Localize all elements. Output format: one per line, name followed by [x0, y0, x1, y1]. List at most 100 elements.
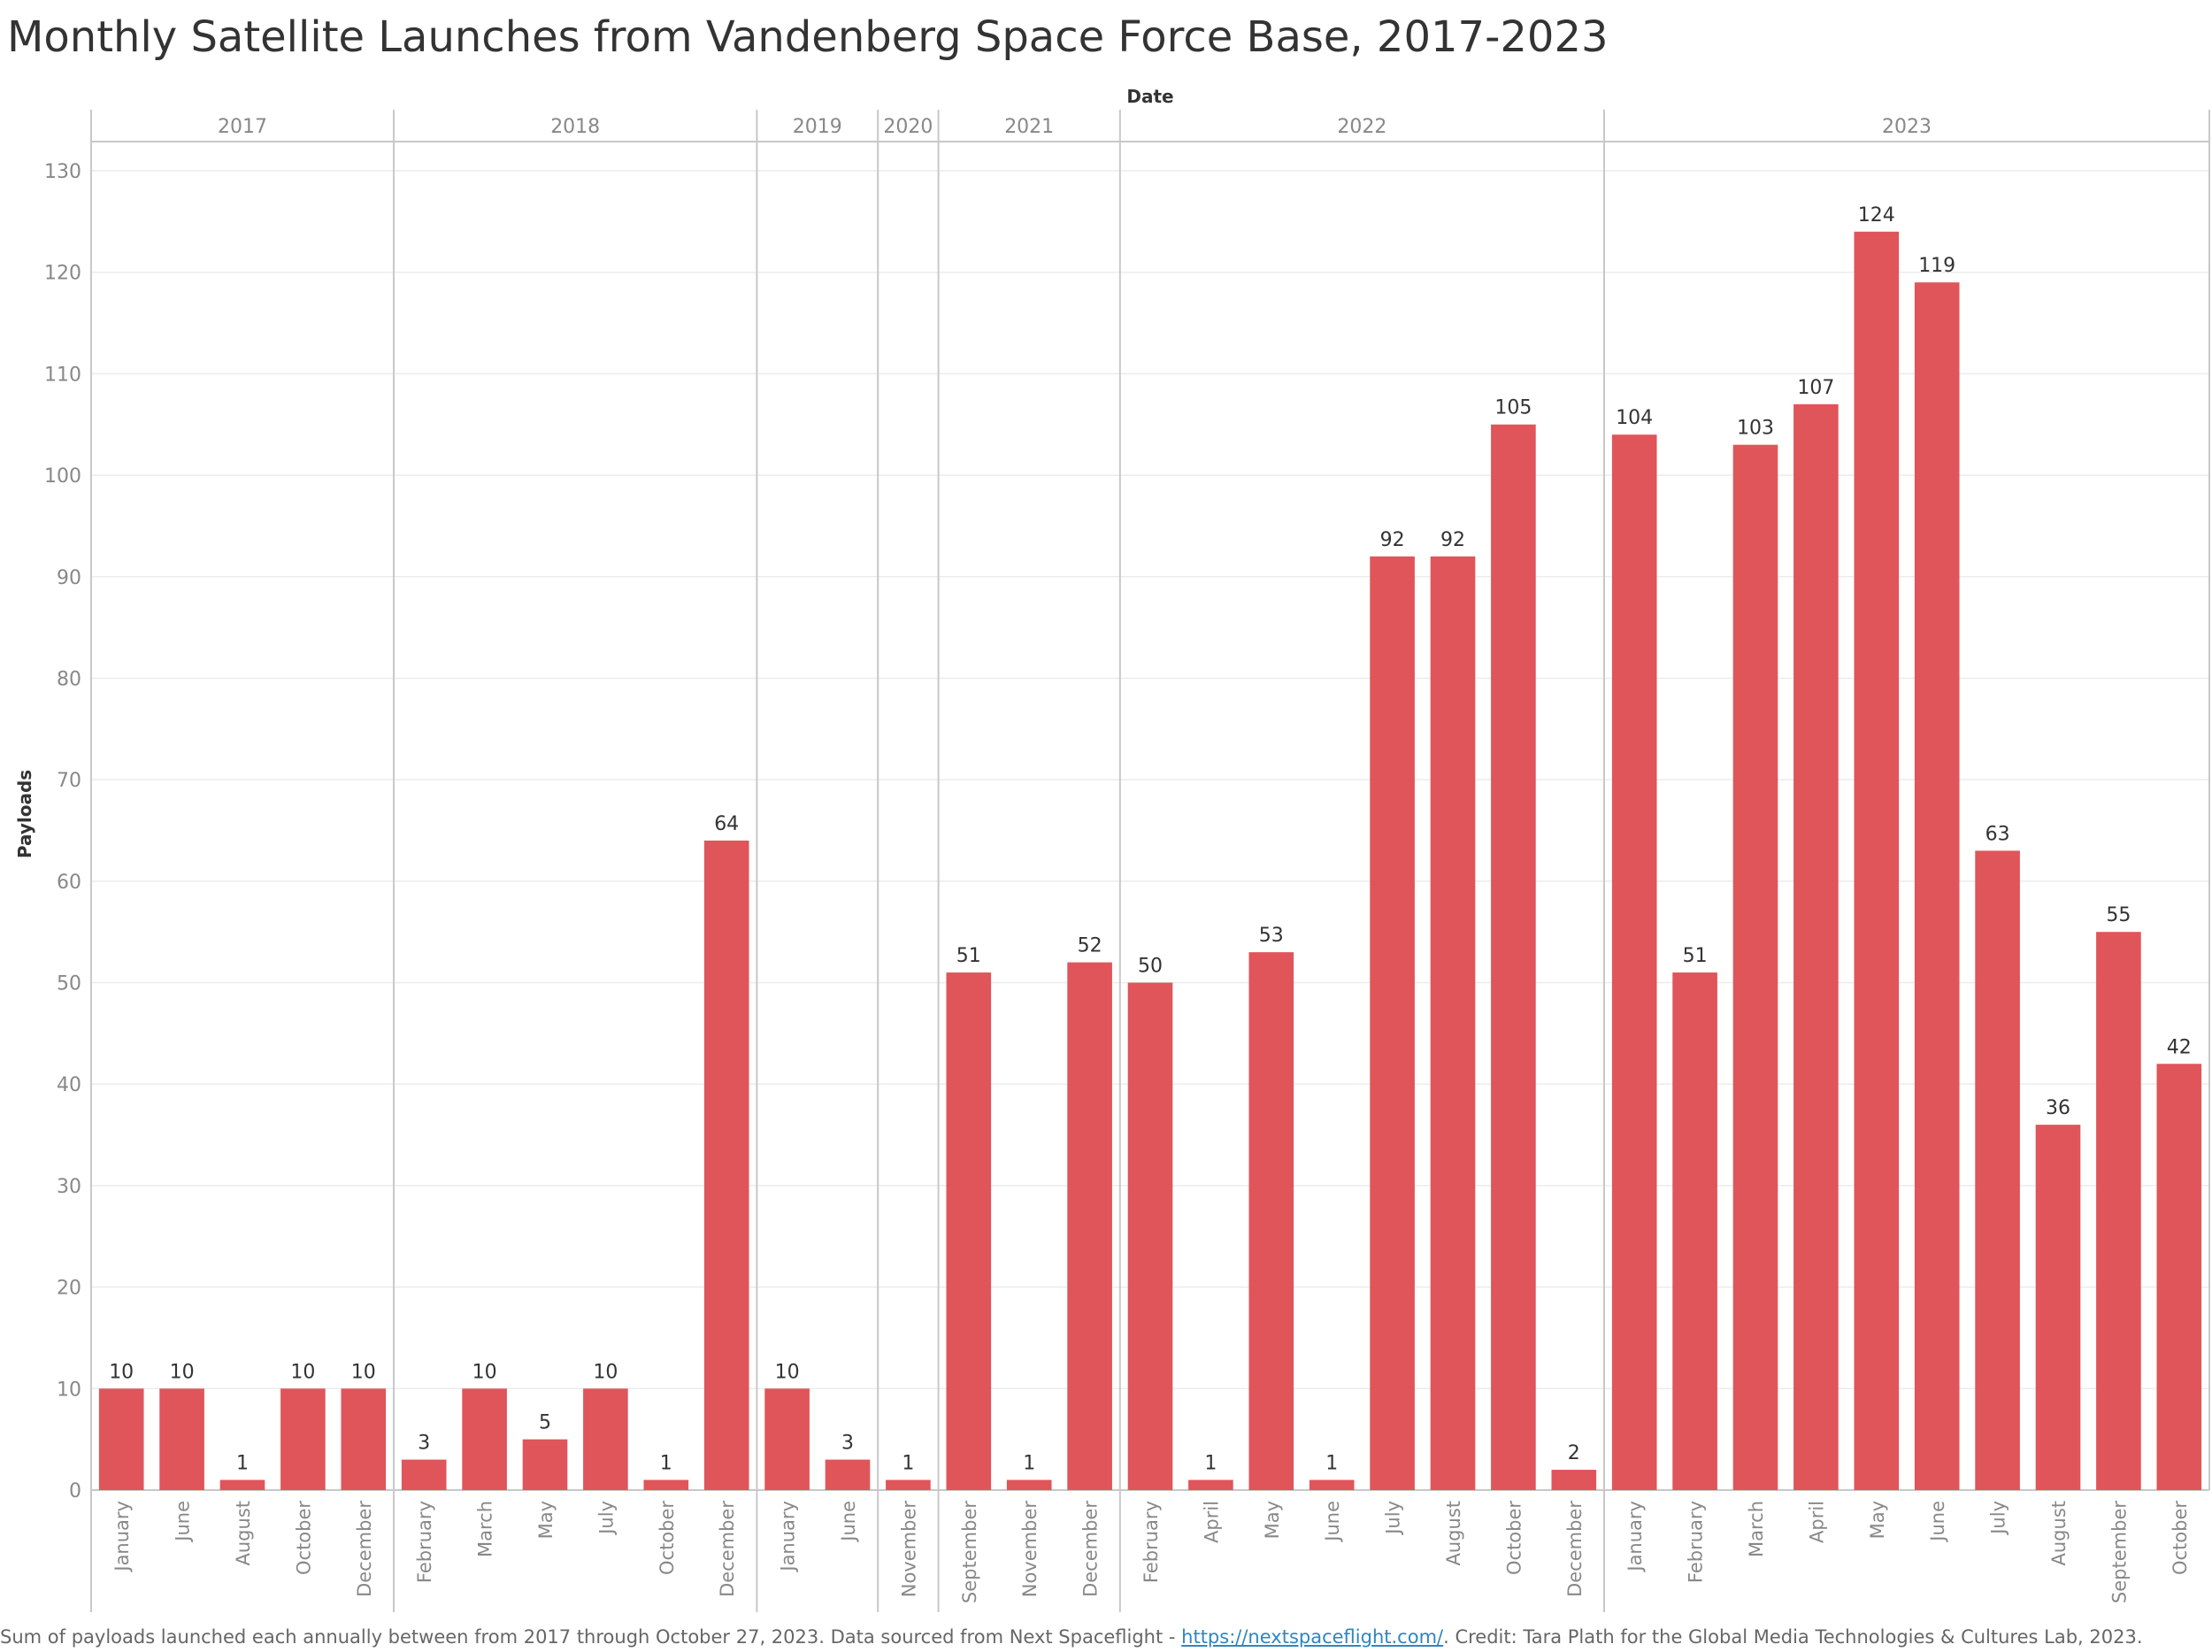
bar	[341, 1388, 387, 1490]
bars	[98, 231, 2202, 1491]
bar	[98, 1388, 144, 1490]
data-label: 10	[351, 1361, 376, 1383]
x-tick-label: May	[1262, 1501, 1283, 1539]
bar	[1491, 424, 1536, 1491]
x-tick-label: July	[1383, 1501, 1404, 1536]
x-tick-label: October	[1503, 1501, 1525, 1575]
bar	[1854, 231, 1900, 1490]
x-tick-label: March	[475, 1501, 496, 1557]
data-label: 1	[660, 1453, 672, 1475]
year-label: 2018	[550, 116, 600, 138]
data-label: 1	[1023, 1453, 1035, 1475]
x-tick-label: January	[1624, 1501, 1646, 1573]
bar	[2156, 1064, 2202, 1490]
bar	[1793, 403, 1839, 1491]
year-label: 2023	[1882, 116, 1932, 138]
data-label: 3	[841, 1433, 854, 1455]
year-label: 2020	[883, 116, 933, 138]
year-label: 2019	[793, 116, 842, 138]
x-tick-label: November	[1019, 1501, 1041, 1598]
y-tick-label: 80	[57, 668, 81, 690]
y-tick-label: 20	[57, 1278, 81, 1300]
bar	[159, 1388, 204, 1490]
x-tick-label: October	[293, 1501, 314, 1575]
x-tick-label: November	[898, 1501, 919, 1598]
bar	[401, 1459, 447, 1490]
data-label: 10	[775, 1361, 800, 1383]
data-label: 42	[2167, 1036, 2192, 1058]
data-label: 10	[290, 1361, 315, 1383]
x-tick-label: January	[778, 1501, 799, 1573]
data-label: 92	[1380, 529, 1405, 551]
data-label: 124	[1858, 204, 1895, 227]
bar	[1975, 850, 2020, 1490]
x-axis-title: Date	[1126, 86, 1173, 107]
x-axis-ticks: January June August October December February…	[111, 1501, 2191, 1603]
year-label: 2021	[1004, 116, 1054, 138]
x-tick-label: December	[1080, 1501, 1102, 1597]
bar	[1248, 952, 1294, 1490]
data-label: 51	[1683, 945, 1708, 967]
footer-text: Sum of payloads launched each annually b…	[0, 1626, 1182, 1648]
bar	[1006, 1479, 1052, 1490]
data-label: 53	[1259, 925, 1284, 947]
x-tick-label: December	[1564, 1501, 1586, 1597]
x-tick-label: July	[1988, 1501, 2009, 1536]
bar	[522, 1439, 568, 1490]
x-tick-label: August	[1443, 1501, 1464, 1566]
x-tick-label: August	[2048, 1501, 2070, 1566]
data-label: 1	[1204, 1453, 1217, 1475]
data-label: 64	[714, 813, 739, 835]
bar	[643, 1479, 689, 1490]
bar	[1309, 1479, 1355, 1490]
y-tick-label: 40	[57, 1074, 81, 1096]
bar	[1914, 282, 1960, 1491]
x-tick-label: May	[1867, 1501, 1888, 1539]
x-tick-label: April	[1201, 1501, 1222, 1543]
footer-credit: . Credit: Tara Plath for the Global Medi…	[1443, 1626, 2143, 1648]
bar	[1370, 556, 1415, 1490]
bar	[703, 840, 749, 1490]
y-tick-label: 60	[57, 872, 81, 894]
bar	[2096, 932, 2141, 1490]
data-label: 52	[1078, 935, 1102, 957]
x-tick-label: April	[1806, 1501, 1827, 1543]
year-label: 2017	[218, 116, 267, 138]
footer-note: Sum of payloads launched each annually b…	[0, 1626, 2143, 1648]
data-label: 105	[1494, 397, 1532, 419]
x-tick-label: June	[173, 1501, 194, 1543]
x-tick-label: February	[414, 1501, 435, 1583]
y-tick-label: 50	[57, 973, 81, 995]
data-label: 2	[1568, 1442, 1580, 1464]
data-label: 1	[902, 1453, 914, 1475]
x-tick-label: July	[595, 1501, 617, 1536]
bar	[1188, 1479, 1233, 1490]
x-tick-label: October	[657, 1501, 678, 1575]
bar	[2035, 1125, 2081, 1490]
y-tick-label: 110	[44, 364, 81, 386]
bar	[1732, 444, 1778, 1491]
y-tick-label: 120	[44, 263, 81, 285]
bar	[825, 1459, 871, 1490]
bar	[946, 972, 992, 1490]
data-label: 10	[109, 1361, 134, 1383]
bar	[1067, 962, 1112, 1490]
y-tick-label: 30	[57, 1176, 81, 1198]
data-label: 63	[1985, 823, 2010, 845]
bar	[1430, 556, 1476, 1490]
x-tick-label: February	[1686, 1501, 1707, 1583]
x-tick-label: August	[233, 1501, 254, 1566]
y-tick-label: 130	[44, 161, 81, 183]
x-tick-label: October	[2170, 1501, 2191, 1575]
data-label: 1	[1325, 1453, 1338, 1475]
data-label: 103	[1737, 418, 1774, 440]
data-label: 10	[170, 1361, 195, 1383]
x-tick-label: September	[959, 1501, 980, 1603]
data-label: 104	[1616, 407, 1653, 429]
y-tick-label: 90	[57, 567, 81, 589]
data-label: 36	[2046, 1097, 2070, 1119]
y-tick-label: 70	[57, 770, 81, 792]
source-link[interactable]: https://nextspaceflight.com/	[1181, 1626, 1444, 1648]
x-tick-label: December	[717, 1501, 738, 1597]
data-label: 3	[418, 1433, 430, 1455]
